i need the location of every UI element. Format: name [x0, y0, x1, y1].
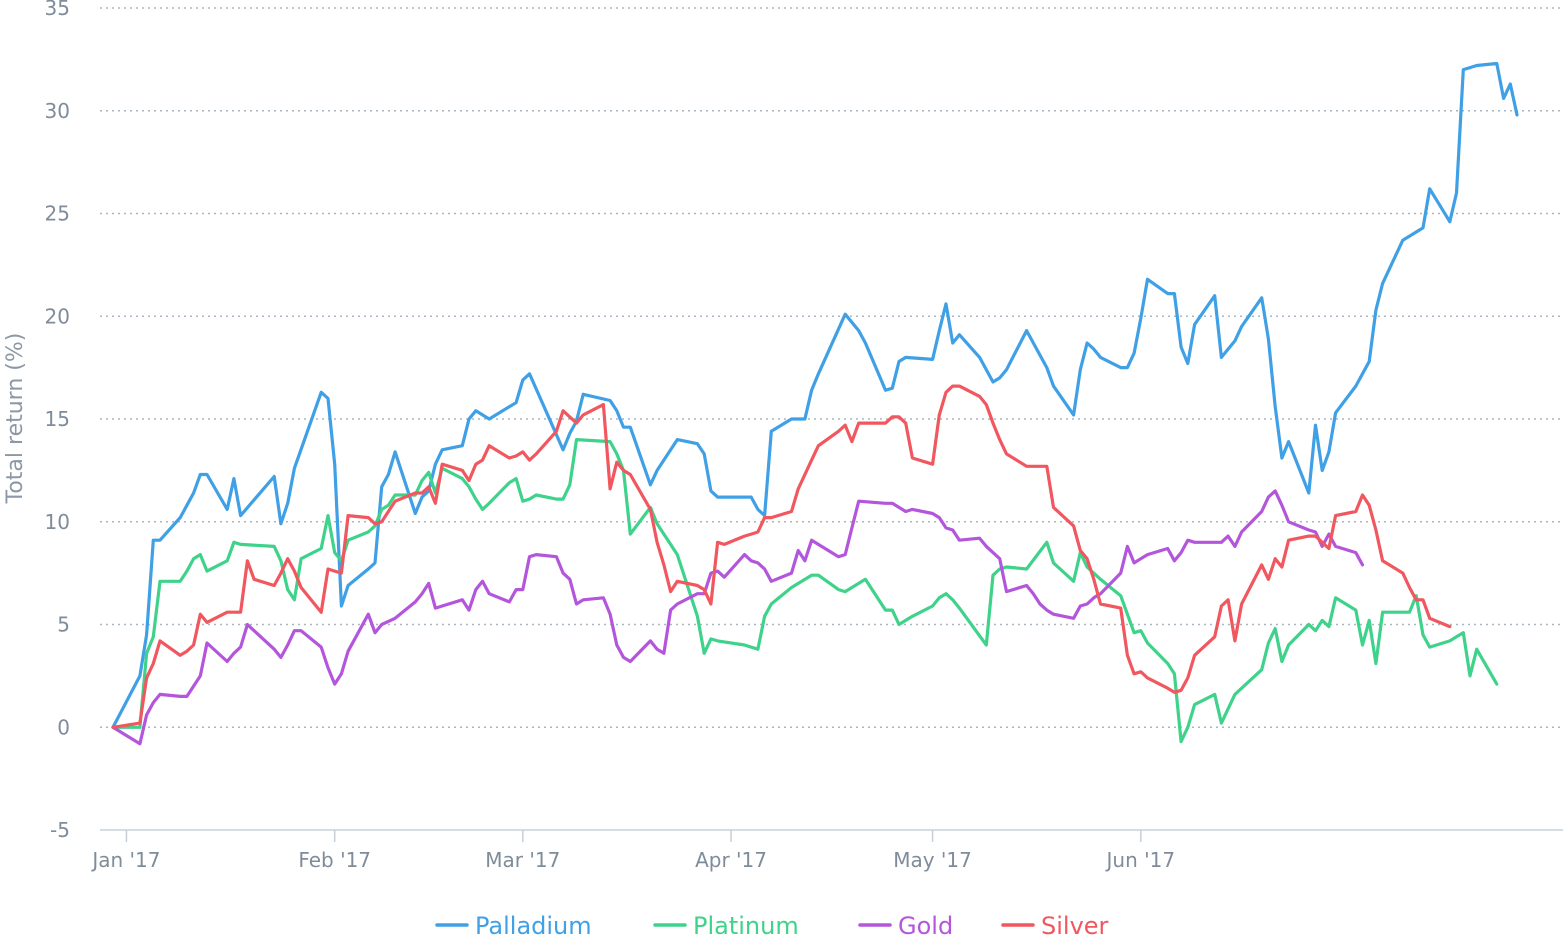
legend-label: Silver — [1041, 912, 1109, 935]
y-axis-tick-labels: -5 0 5 10 15 20 25 30 35 — [45, 0, 70, 842]
legend-item-gold[interactable]: Gold — [858, 912, 953, 935]
x-tick-label: Jun '17 — [1105, 848, 1176, 872]
legend-label: Palladium — [475, 912, 592, 935]
y-tick-label: -5 — [50, 818, 70, 842]
x-axis-ticks: Jan '17 Feb '17 Mar '17 Apr '17 May '17 Jun '… — [90, 830, 1175, 872]
x-tick-label: May '17 — [893, 848, 972, 872]
y-tick-label: 0 — [57, 715, 70, 739]
grid-lines — [100, 7, 1563, 728]
y-tick-label: 30 — [45, 99, 70, 123]
y-tick-label: 25 — [45, 202, 70, 226]
series-line-platinum — [111, 438, 1499, 744]
x-tick-label: Apr '17 — [695, 848, 767, 872]
series-line-silver — [111, 384, 1452, 729]
x-tick-label: Jan '17 — [90, 848, 160, 872]
legend-item-platinum[interactable]: Platinum — [653, 912, 799, 935]
legend-item-silver[interactable]: Silver — [1001, 912, 1109, 935]
y-tick-label: 20 — [45, 304, 70, 328]
y-axis-label: Total return (%) — [3, 333, 28, 505]
series-line-gold — [111, 489, 1365, 746]
x-tick-label: Feb '17 — [298, 848, 371, 872]
x-tick-label: Mar '17 — [485, 848, 560, 872]
y-tick-label: 35 — [45, 0, 70, 20]
legend[interactable]: Palladium Platinum Gold Silver — [435, 912, 1109, 935]
series-line-palladium — [111, 61, 1519, 729]
series-lines — [111, 61, 1519, 746]
legend-item-palladium[interactable]: Palladium — [435, 912, 592, 935]
y-tick-label: 15 — [45, 407, 70, 431]
y-tick-label: 10 — [45, 510, 70, 534]
legend-label: Platinum — [693, 912, 799, 935]
y-tick-label: 5 — [57, 613, 70, 637]
legend-label: Gold — [898, 912, 953, 935]
